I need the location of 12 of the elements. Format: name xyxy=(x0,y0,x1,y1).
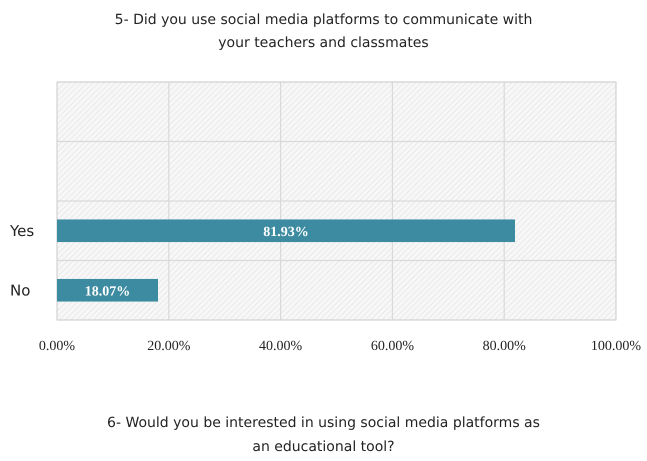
y-tick-label: Yes xyxy=(9,222,34,240)
x-tick-label: 0.00% xyxy=(38,339,76,354)
data-label: 81.93% xyxy=(263,224,309,240)
x-tick-label: 60.00% xyxy=(370,339,414,354)
data-label: 18.07% xyxy=(84,284,130,300)
x-tick-label: 20.00% xyxy=(147,339,191,354)
x-tick-label: 80.00% xyxy=(482,339,526,354)
chart-title: 5- Did you use social media platforms to communicate with your teachers and classmates xyxy=(114,12,532,51)
x-tick-label: 100.00% xyxy=(590,339,642,354)
text: 6- Would you be interested in using social media platforms as an educational tool? xyxy=(107,415,540,455)
y-tick-label: No xyxy=(10,281,30,300)
x-tick-label: 40.00% xyxy=(259,339,303,354)
